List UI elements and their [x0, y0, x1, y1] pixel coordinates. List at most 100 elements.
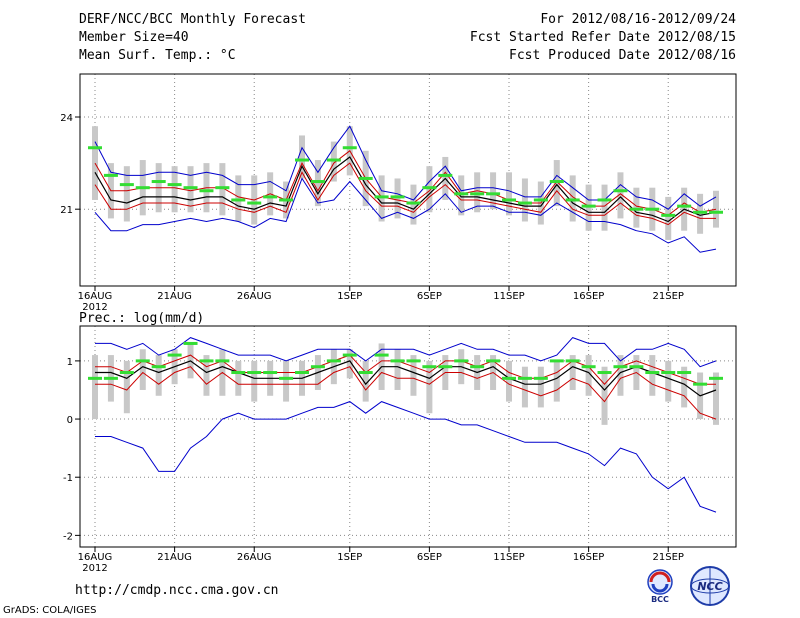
prec-box-27: [521, 366, 528, 408]
prec-box-37: [681, 366, 688, 408]
prec-box-7: [203, 355, 210, 396]
prec-box-29: [553, 360, 560, 402]
prec-box-19: [394, 349, 401, 390]
prec-box-39: [713, 372, 719, 425]
prec-ytick-label-1: -1: [63, 473, 73, 484]
temp-box-25: [490, 172, 497, 210]
prec-ytick-label-3: 1: [67, 357, 73, 368]
prec-upper-line: [95, 354, 716, 385]
prec-lower-line: [95, 366, 717, 420]
ncc-logo: NCC: [690, 566, 730, 606]
prec-box-10: [251, 360, 258, 402]
prec-box-21: [426, 360, 433, 414]
prec-box-26: [506, 360, 512, 402]
temp-box-15: [330, 141, 337, 182]
fcst-produced-date: Fcst Produced Date 2012/08/16: [509, 48, 736, 63]
temp-box-23: [458, 175, 465, 216]
prec-box-17: [362, 360, 369, 402]
temp-box-32: [601, 184, 608, 231]
prec-box-12: [283, 360, 290, 402]
temp-xtick-label-3: 1SEP: [337, 291, 362, 302]
temp-box-27: [521, 178, 528, 222]
prec-xtick-label-7: 21SEP: [653, 552, 684, 563]
prec-box-35: [649, 355, 656, 396]
prec-box-31: [585, 355, 592, 396]
prec-box-3: [139, 349, 146, 390]
grads-credit: GrADS: COLA/IGES: [3, 605, 97, 616]
prec-box-16: [346, 349, 353, 379]
temp-xtick-label-7: 21SEP: [653, 291, 684, 302]
forecast-period: For 2012/08/16-2012/09/24: [540, 12, 736, 27]
temp-max-line: [94, 125, 717, 210]
temp-ytick-label-1: 24: [60, 113, 73, 124]
temp-xtick-label-6: 16SEP: [573, 291, 604, 302]
prec-box-28: [537, 366, 544, 408]
temp-box-30: [569, 175, 576, 222]
temp-box-19: [394, 178, 401, 219]
prec-box-20: [410, 355, 417, 396]
temp-xtick-label-5: 11SEP: [493, 291, 524, 302]
prec-box-30: [569, 355, 576, 390]
temp-box-26: [506, 172, 512, 216]
temp-box-38: [697, 193, 704, 234]
temp-box-14: [314, 160, 321, 207]
temp-box-33: [617, 172, 624, 219]
prec-box-36: [665, 360, 672, 402]
prec-xtick-label-3: 1SEP: [337, 552, 362, 563]
temp-frame: [79, 73, 737, 287]
prec-xtick-label-6: 16SEP: [573, 552, 604, 563]
temp-box-13: [299, 135, 305, 179]
prec-ytick-label-0: -2: [63, 531, 73, 542]
prec-ytick-label-2: 0: [67, 415, 73, 426]
temp-box-8: [219, 163, 226, 216]
temp-lower-line: [94, 162, 716, 226]
prec-xtick-label-0: 16AUG: [78, 552, 113, 563]
temp-xtick-label-4: 6SEP: [417, 291, 442, 302]
prec-min-line: [95, 401, 717, 513]
fcst-started-date: Fcst Started Refer Date 2012/08/15: [469, 30, 736, 45]
prec-box-2: [123, 360, 130, 414]
prec-xtick-label-2: 26AUG: [237, 552, 272, 563]
temp-title: Mean Surf. Temp.: °C: [79, 48, 236, 63]
temp-box-29: [553, 160, 560, 207]
prec-xtick-label-4: 6SEP: [417, 552, 442, 563]
ncc-logo-text: NCC: [697, 580, 722, 593]
header-title: DERF/NCC/BCC Monthly Forecast: [79, 12, 306, 27]
prec-mean-line: [95, 360, 717, 397]
temp-min-line: [94, 177, 717, 253]
temp-ytick-label-0: 21: [60, 205, 73, 216]
prec-box-32: [601, 366, 608, 425]
precip-title: Prec.: log(mm/d): [79, 311, 205, 326]
bcc-logo: BCC: [647, 569, 673, 604]
temp-upper-line: [94, 150, 717, 216]
temp-box-34: [633, 187, 640, 228]
prec-box-9: [235, 360, 242, 396]
temp-xtick-label-1: 21AUG: [157, 291, 192, 302]
temp-box-20: [410, 184, 417, 225]
temp-box-36: [665, 196, 672, 240]
temp-box-5: [171, 166, 178, 213]
temp-box-9: [235, 175, 242, 222]
bcc-logo-text: BCC: [651, 595, 669, 604]
footer-url[interactable]: http://cmdp.ncc.cma.gov.cn: [75, 583, 279, 598]
prec-xtick-label-5: 11SEP: [493, 552, 524, 563]
prec-max-line: [95, 337, 717, 368]
temp-box-2: [123, 166, 130, 222]
temp-xtick-sublabel-0: 2012: [82, 302, 107, 313]
temp-box-21: [426, 166, 433, 213]
temp-box-39: [713, 190, 719, 228]
prec-frame: [79, 325, 737, 548]
temp-box-6: [187, 166, 194, 213]
prec-box-4: [155, 355, 162, 396]
temp-box-18: [378, 175, 385, 222]
temp-mean-line: [94, 156, 717, 223]
member-size: Member Size=40: [79, 30, 189, 45]
temp-box-24: [474, 172, 481, 213]
prec-xtick-sublabel-0: 2012: [82, 563, 107, 574]
prec-box-33: [617, 355, 624, 396]
prec-xtick-label-1: 21AUG: [157, 552, 192, 563]
temp-xtick-label-2: 26AUG: [237, 291, 272, 302]
temp-box-31: [585, 184, 592, 231]
temp-xtick-label-0: 16AUG: [78, 291, 113, 302]
